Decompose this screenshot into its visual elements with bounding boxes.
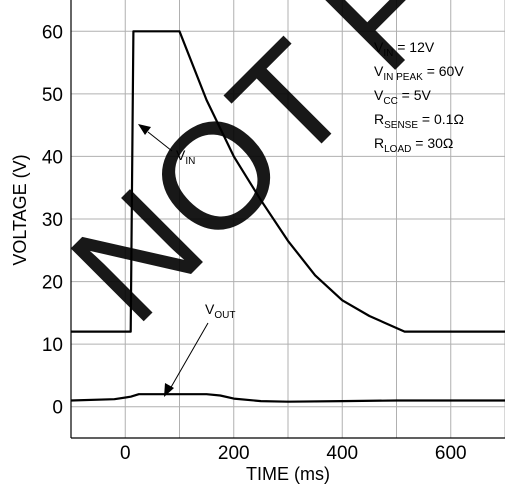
condition-line: VIN = 12V — [374, 39, 435, 59]
watermark: NOT FOR N — [39, 0, 505, 353]
vout-arrowhead — [164, 383, 174, 397]
condition-line: VCC = 5V — [374, 87, 432, 107]
y-axis-label: VOLTAGE (V) — [10, 154, 30, 265]
y-tick-label: 30 — [42, 210, 63, 231]
y-tick-label: 20 — [42, 273, 63, 294]
vin-arrowhead — [138, 124, 151, 135]
y-tick-label: 60 — [42, 22, 63, 43]
x-axis-label: TIME (ms) — [246, 464, 330, 484]
condition-line: VIN PEAK = 60V — [374, 63, 464, 83]
y-tick-label: 50 — [42, 85, 63, 106]
y-tick-label: 10 — [42, 335, 63, 356]
x-tick-labels: 0 200 400 600 — [120, 443, 467, 464]
chart-grid — [70, 0, 505, 439]
test-conditions: VIN = 12V VIN PEAK = 60V VCC = 5V RSENSE = … — [374, 39, 464, 155]
vin-pointer-line — [147, 131, 173, 152]
x-tick-label: 600 — [435, 443, 467, 464]
vout-pointer-line — [169, 322, 209, 390]
y-tick-label: 0 — [52, 398, 63, 419]
y-tick-labels: 0 10 20 30 40 50 60 — [42, 22, 63, 418]
x-tick-label: 200 — [218, 443, 250, 464]
chart-series — [70, 30, 505, 403]
condition-line: RLOAD = 30Ω — [374, 135, 453, 155]
y-tick-label: 40 — [42, 147, 63, 168]
x-tick-label: 0 — [120, 443, 131, 464]
vin-label: VIN — [176, 147, 195, 167]
vout-label: VOUT — [205, 301, 235, 321]
x-tick-label: 400 — [326, 443, 358, 464]
condition-line: RSENSE = 0.1Ω — [374, 111, 464, 131]
series-line-vout — [70, 393, 505, 403]
series-line-vin — [71, 30, 505, 333]
